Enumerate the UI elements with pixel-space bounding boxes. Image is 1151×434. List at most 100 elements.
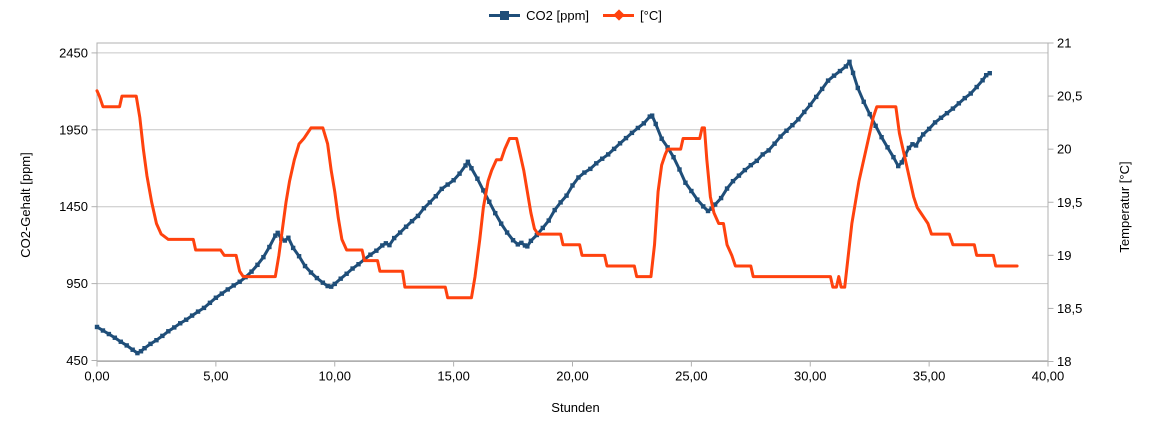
co2-data-point-marker [891,154,896,160]
co2-data-point-marker [255,262,260,268]
x-tick-label: 15,00 [437,369,470,384]
co2-data-point-marker [873,123,878,129]
x-tick-label: 5,00 [203,369,228,384]
co2-data-point-marker [130,347,135,352]
co2-data-point-marker [861,99,866,105]
co2-data-point-marker [487,199,492,204]
co2-data-point-marker [748,162,754,168]
y-right-tick-label: 19,5 [1057,195,1082,210]
co2-data-point-marker [611,146,617,152]
co2-data-point-marker [671,154,676,160]
co2-data-point-marker [896,163,901,169]
co2-square-marker-icon [500,11,510,20]
co2-data-point-marker [409,218,415,224]
co2-data-point-marker [944,110,950,116]
co2-data-point-marker [766,148,771,153]
x-axis-title: Stunden [551,400,600,415]
y-right-tick-label: 19 [1057,248,1071,263]
co2-data-point-marker [178,321,183,326]
co2-data-point-marker [201,305,207,311]
co2-data-point-marker [736,173,742,178]
co2-data-point-marker [647,114,652,119]
co2-data-point-marker [219,291,225,296]
legend-item-co2: CO2 [ppm] [489,8,589,23]
temperature-diamond-marker-icon [613,9,625,21]
co2-data-point-marker [623,135,629,141]
co2-data-point-marker [926,126,932,132]
co2-data-point-marker [641,121,647,126]
co2-data-point-marker [207,300,213,306]
co2-data-point-marker [576,175,581,180]
co2-data-point-marker [600,156,605,161]
co2-data-point-marker [689,188,694,194]
co2-data-point-marker [528,238,534,244]
co2-data-point-marker [189,313,195,318]
co2-data-point-marker [118,339,123,344]
left-axis-title: CO2-Gehalt [ppm] [18,152,33,258]
co2-data-point-marker [267,244,272,250]
co2-data-point-marker [677,167,682,172]
co2-data-point-marker [166,329,171,334]
co2-data-point-marker [938,115,944,121]
co2-data-point-marker [374,248,379,253]
temperature-series-line-icon [603,9,635,21]
co2-data-point-marker [899,160,904,165]
co2-data-point-marker [515,242,521,247]
co2-data-point-marker [282,238,288,243]
co2-data-point-marker [195,309,201,314]
co2-data-point-marker [879,134,884,140]
co2-series-line-icon [489,11,521,20]
co2-data-point-marker [784,128,789,133]
co2-data-point-marker [498,221,504,226]
co2-data-point-marker [154,337,159,343]
legend-item-temperature: [°C] [603,8,662,23]
co2-data-point-marker [325,283,330,289]
y-left-tick-label: 1950 [59,122,88,137]
x-tick-label: 20,00 [556,369,589,384]
co2-data-point-marker [540,225,545,231]
co2-data-point-marker [510,238,516,243]
co2-data-point-marker [617,141,623,146]
co2-data-point-marker [350,266,355,271]
co2-data-point-marker [796,117,801,122]
co2-data-point-marker [885,145,890,150]
co2-data-point-marker [790,122,795,128]
co2-data-point-marker [261,254,266,260]
co2-data-point-marker [172,325,177,330]
co2-data-point-marker [802,109,807,115]
co2-data-point-marker [956,101,962,106]
co2-data-point-marker [356,262,361,267]
y-left-tick-label: 450 [66,353,88,368]
co2-data-point-marker [296,254,302,259]
legend-label-temperature: [°C] [640,8,662,23]
x-tick-label: 30,00 [794,369,827,384]
y-left-tick-label: 1450 [59,199,88,214]
co2-data-point-marker [463,163,468,168]
co2-data-point-marker [415,213,421,219]
co2-data-point-marker [213,295,219,300]
co2-data-point-marker [344,271,349,276]
co2-data-point-marker [825,78,831,83]
co2-data-point-marker [808,102,813,108]
co2-data-point-marker [142,345,147,351]
co2-data-point-marker [712,202,718,207]
co2-data-point-marker [649,113,655,118]
co2-data-point-marker [772,141,777,146]
x-tick-label: 40,00 [1032,369,1065,384]
co2-data-point-marker [605,152,611,157]
co2-data-point-marker [683,180,688,185]
co2-data-point-marker [383,241,389,246]
co2-data-point-marker [695,197,700,202]
co2-data-point-marker [314,275,320,281]
co2-data-point-marker [475,176,480,181]
co2-data-point-marker [819,86,825,92]
co2-data-point-marker [391,235,397,241]
x-tick-label: 35,00 [913,369,946,384]
co2-data-point-marker [320,280,326,285]
co2-data-point-marker [100,328,106,333]
co2-data-point-marker [397,230,403,235]
temperature-series-line [95,89,1019,300]
co2-data-point-marker [867,111,872,117]
